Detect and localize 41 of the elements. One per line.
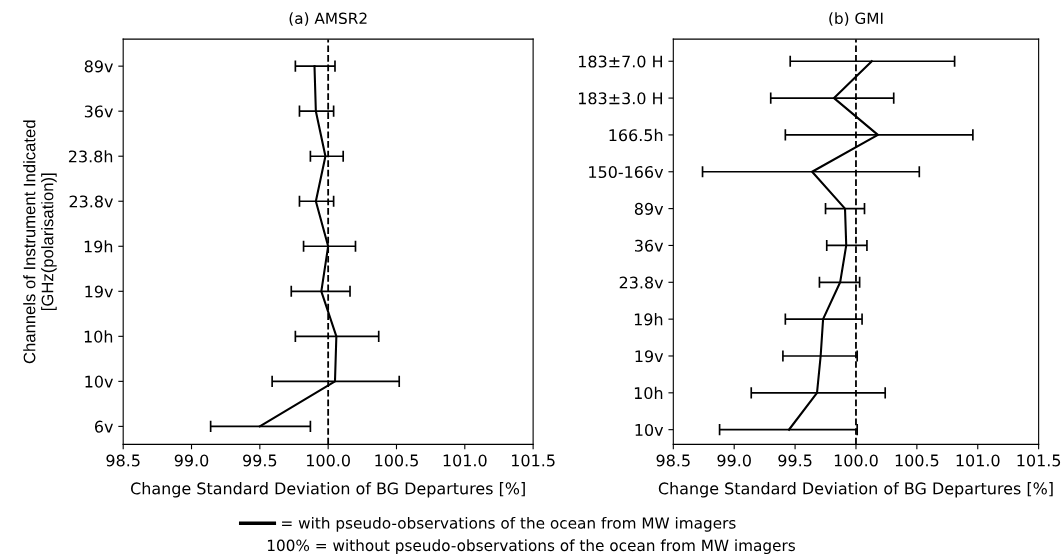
y-tick-label: 183±3.0 H: [578, 92, 663, 105]
x-tick-label: 100.0: [834, 454, 878, 467]
y-tick-label: 19h: [84, 240, 113, 253]
y-tick-label: 6v: [94, 420, 113, 433]
x-tick-label: 101.5: [1017, 454, 1061, 467]
y-tick-label: 10h: [634, 386, 663, 400]
x-tick-label: 99.0: [717, 454, 751, 467]
y-tick-label: 23.8v: [619, 276, 664, 289]
y-tick-label: 183±7.0 H: [578, 55, 663, 68]
x-tick-label: 99.5: [778, 454, 812, 467]
y-tick-label: 36v: [84, 105, 113, 118]
y-tick-label: 150-166v: [589, 165, 664, 179]
y-tick-label: 10v: [635, 423, 664, 436]
x-axis-title: Change Standard Deviation of BG Departures [%]: [130, 482, 525, 498]
y-tick-label: 166.5h: [609, 128, 663, 142]
x-tick-label: 99.5: [243, 454, 277, 467]
y-tick-label: 19v: [635, 350, 664, 363]
y-tick-label: 23.8h: [68, 150, 113, 163]
x-tick-label: 98.5: [656, 454, 690, 467]
x-tick-label: 100.5: [895, 454, 939, 467]
y-tick-label: 19v: [85, 285, 113, 298]
x-axis-title: Change Standard Deviation of BG Departures [%]: [658, 482, 1053, 498]
x-tick-label: 100.5: [375, 454, 418, 467]
x-tick-label: 101.5: [512, 454, 555, 467]
y-tick-label: 10h: [84, 330, 113, 343]
y-tick-label: 10v: [85, 375, 113, 388]
x-tick-label: 98.5: [106, 454, 140, 467]
x-tick-label: 101.0: [443, 454, 487, 467]
y-tick-label: 36v: [635, 239, 664, 252]
y-axis-title: Channels of Instrument Indicated [GHz(polarisation)]: [23, 120, 57, 364]
x-tick-label: 101.0: [956, 454, 1000, 467]
x-tick-label: 99.0: [174, 454, 209, 467]
y-tick-label: 89v: [634, 202, 664, 215]
y-tick-label: 19h: [634, 313, 663, 326]
chart-title: (b) GMI: [829, 12, 883, 26]
x-tick-label: 100.0: [307, 454, 350, 467]
legend-label: = with pseudo-observations of the ocean from MW imagers: [282, 516, 736, 532]
chart-title: (a) AMSR2: [289, 12, 367, 26]
y-tick-label: 89v: [84, 60, 113, 73]
text: 100% = without pseudo-observations of the ocean from MW imagers: [267, 539, 795, 555]
y-tick-label: 23.8v: [69, 195, 113, 208]
